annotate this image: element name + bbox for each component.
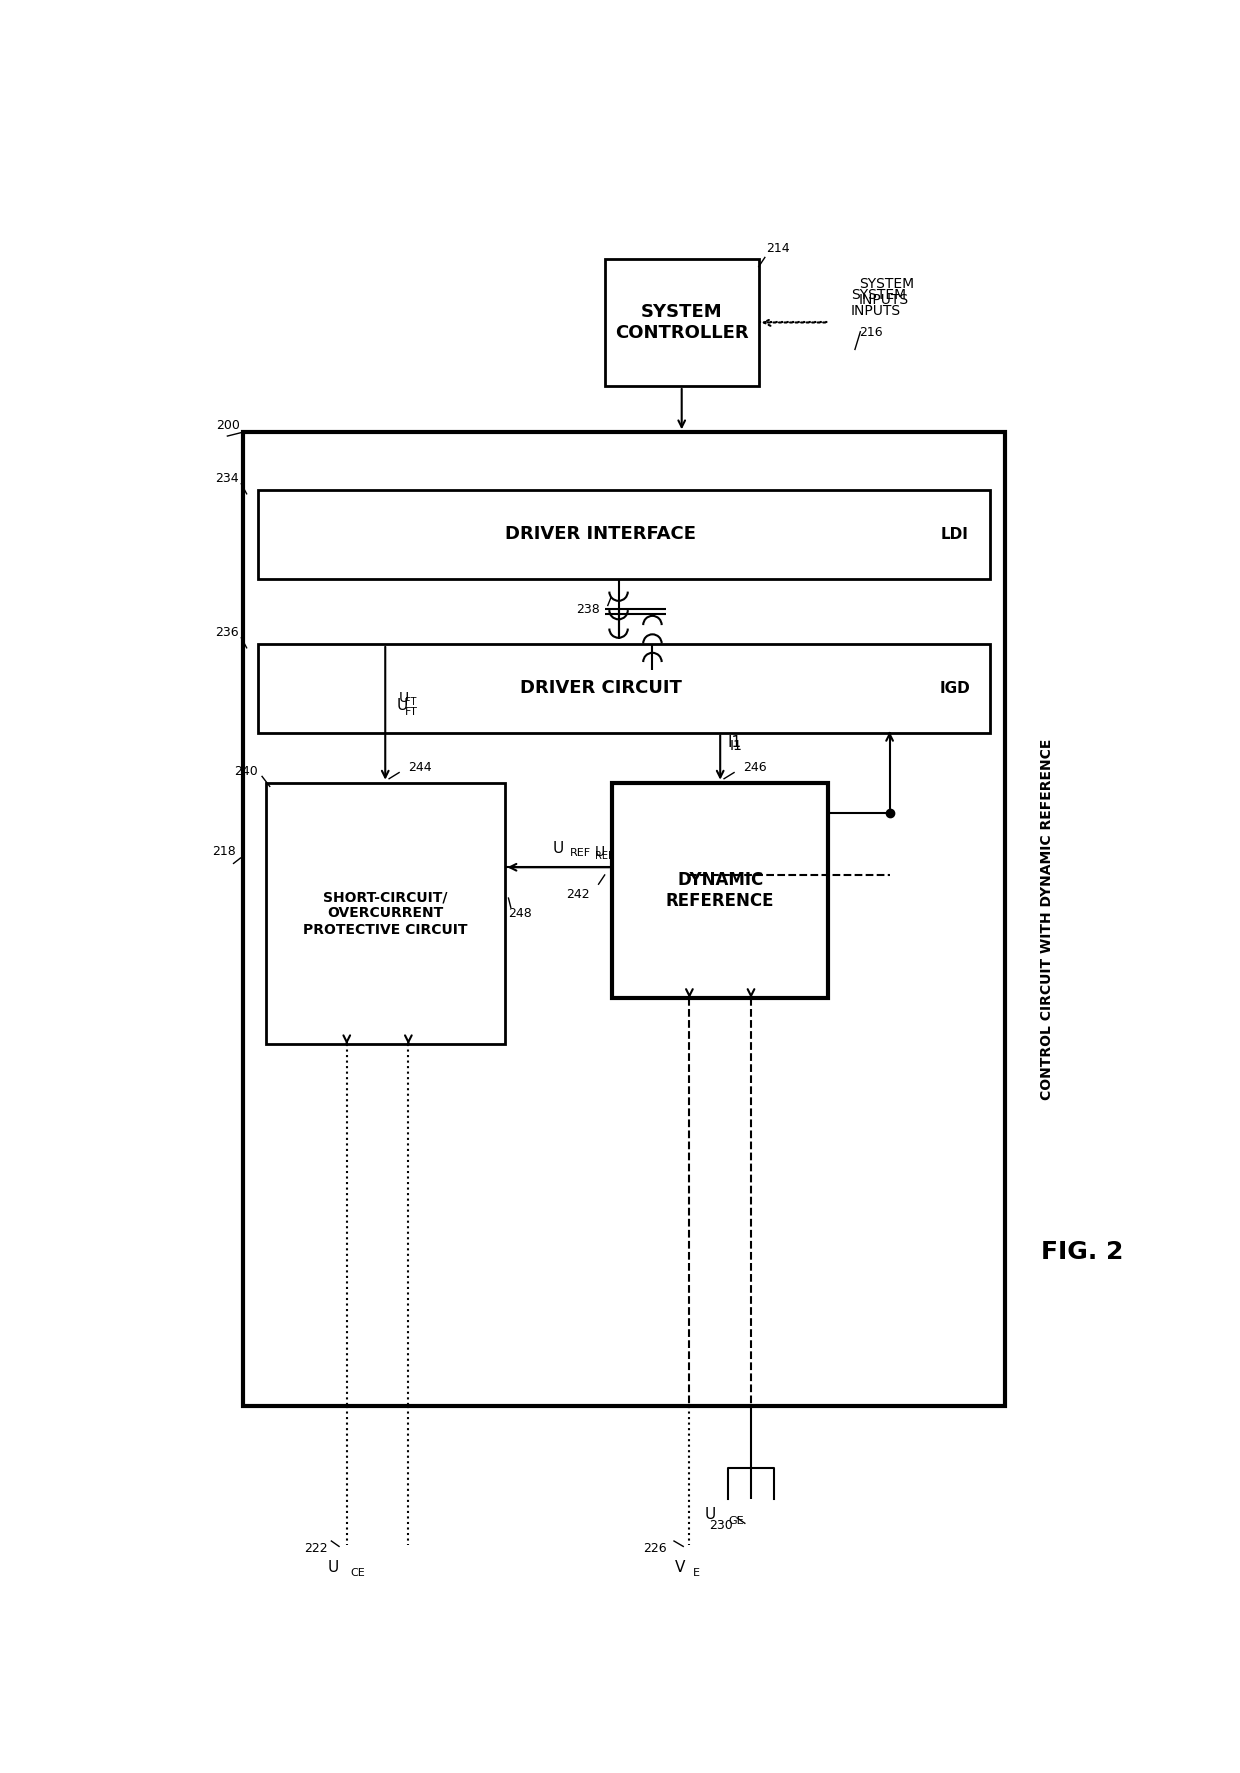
Text: 234: 234 — [216, 472, 239, 484]
Bar — [613, 782, 828, 998]
Text: SYSTEM
INPUTS: SYSTEM INPUTS — [851, 289, 906, 319]
Text: U: U — [397, 699, 408, 713]
Text: FT: FT — [405, 697, 417, 707]
Text: U: U — [706, 1507, 717, 1521]
Text: 222: 222 — [304, 1543, 329, 1555]
Text: 240: 240 — [234, 764, 258, 778]
Text: 246: 246 — [743, 761, 766, 773]
Text: U: U — [399, 691, 409, 706]
Text: E: E — [693, 1567, 701, 1578]
Text: IGD: IGD — [940, 681, 971, 695]
Text: LDI: LDI — [941, 527, 968, 543]
Text: 248: 248 — [508, 908, 532, 920]
Text: CE: CE — [351, 1567, 366, 1578]
Text: U: U — [327, 1560, 339, 1574]
Text: U: U — [553, 840, 564, 856]
Text: FIG. 2: FIG. 2 — [1040, 1241, 1123, 1264]
Text: I1: I1 — [729, 739, 743, 754]
Text: 242: 242 — [567, 888, 590, 901]
Bar — [258, 644, 990, 732]
Bar — [605, 259, 759, 387]
Text: GE: GE — [728, 1516, 744, 1527]
Text: SYSTEM
CONTROLLER: SYSTEM CONTROLLER — [615, 303, 749, 342]
Text: I1: I1 — [728, 734, 742, 750]
Text: 230: 230 — [708, 1519, 733, 1532]
Text: CONTROL CIRCUIT WITH DYNAMIC REFERENCE: CONTROL CIRCUIT WITH DYNAMIC REFERENCE — [1040, 739, 1054, 1099]
Text: FT: FT — [404, 707, 418, 716]
Text: SYSTEM
INPUTS: SYSTEM INPUTS — [859, 277, 914, 307]
Text: 216: 216 — [859, 326, 883, 339]
Text: U: U — [594, 846, 605, 858]
Text: DYNAMIC
REFERENCE: DYNAMIC REFERENCE — [666, 871, 775, 910]
Text: 236: 236 — [216, 626, 239, 638]
Text: 214: 214 — [766, 243, 790, 255]
Text: DRIVER CIRCUIT: DRIVER CIRCUIT — [520, 679, 682, 697]
Text: 226: 226 — [644, 1543, 667, 1555]
Bar — [265, 782, 505, 1044]
Text: REF: REF — [595, 851, 614, 862]
Bar — [243, 433, 1006, 1406]
Text: REF: REF — [570, 849, 591, 858]
Text: SHORT-CIRCUIT/
OVERCURRENT
PROTECTIVE CIRCUIT: SHORT-CIRCUIT/ OVERCURRENT PROTECTIVE CI… — [303, 890, 467, 936]
Text: V: V — [675, 1560, 686, 1574]
Bar — [258, 489, 990, 578]
Text: DRIVER INTERFACE: DRIVER INTERFACE — [506, 525, 697, 543]
Text: 200: 200 — [216, 418, 239, 433]
Text: 238: 238 — [577, 603, 600, 615]
Text: 244: 244 — [408, 761, 432, 773]
Text: 218: 218 — [212, 846, 236, 858]
